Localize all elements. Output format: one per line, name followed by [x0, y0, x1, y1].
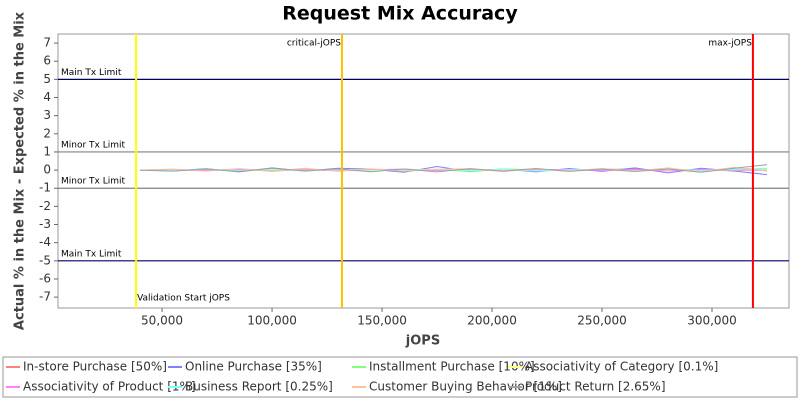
series-line: [140, 164, 768, 173]
y-tick-label: 6: [43, 54, 51, 68]
x-tick-label: 100,000: [247, 314, 297, 328]
reference-label: Minor Tx Limit: [61, 140, 126, 150]
reference-label: Minor Tx Limit: [61, 177, 126, 187]
reference-label: Main Tx Limit: [61, 249, 122, 259]
legend-label: Associativity of Product [1%]: [23, 380, 196, 394]
y-tick-label: 7: [43, 36, 51, 50]
y-tick-label: 5: [43, 72, 51, 86]
x-tick-label: 200,000: [467, 314, 517, 328]
x-tick-label: 150,000: [357, 314, 407, 328]
x-tick-label: 250,000: [577, 314, 627, 328]
y-axis-label: Actual % in the Mix - Expected % in the …: [13, 11, 28, 330]
y-tick-label: 2: [43, 126, 51, 140]
legend-label: In-store Purchase [50%]: [23, 360, 167, 374]
x-axis-label: jOPS: [405, 334, 440, 349]
y-tick-label: 1: [43, 144, 51, 158]
series-line: [140, 166, 768, 173]
y-tick-label: 3: [43, 108, 51, 122]
legend-box: [2, 356, 798, 398]
marker-label: max-jOPS: [708, 39, 752, 49]
chart-title: Request Mix Accuracy: [282, 3, 518, 25]
y-tick-label: 4: [43, 90, 51, 104]
legend-label: Customer Buying Behavior [1%]: [369, 380, 562, 394]
y-tick-label: -2: [39, 199, 51, 213]
y-tick-label: -5: [39, 253, 51, 267]
legend-label: Business Report [0.25%]: [185, 380, 333, 394]
x-tick-label: 50,000: [141, 314, 183, 328]
legend-label: Online Purchase [35%]: [185, 360, 322, 374]
reference-label: Main Tx Limit: [61, 68, 122, 78]
y-tick-label: -1: [39, 181, 51, 195]
legend-label: Product Return [2.65%]: [525, 380, 666, 394]
marker-label: Validation Start jOPS: [137, 294, 230, 304]
y-tick-label: -3: [39, 217, 51, 231]
y-tick-label: 0: [43, 163, 51, 177]
y-tick-label: -7: [39, 290, 51, 304]
y-tick-label: -6: [39, 271, 51, 285]
x-tick-label: 300,000: [687, 314, 737, 328]
legend-label: Associativity of Category [0.1%]: [525, 360, 718, 374]
marker-label: critical-jOPS: [287, 39, 341, 49]
legend-label: Installment Purchase [10%]: [369, 360, 535, 374]
y-tick-label: -4: [39, 235, 51, 249]
